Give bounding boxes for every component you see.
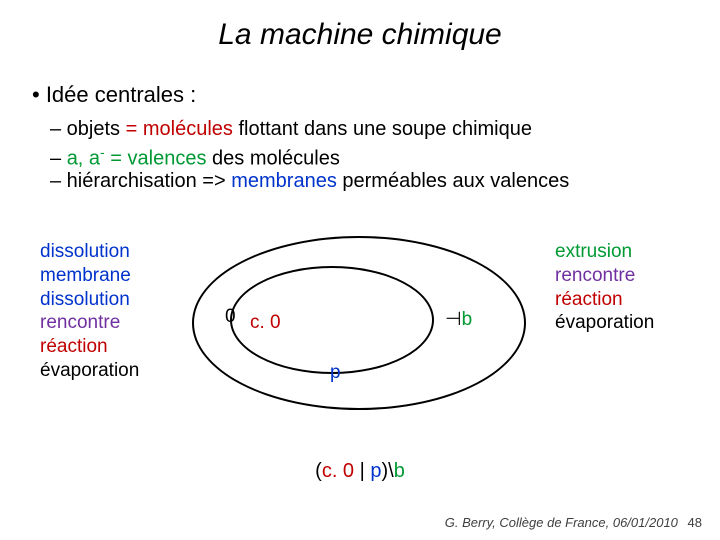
diagram: dissolution membrane dissolution rencont… xyxy=(0,230,720,450)
f-c0: c. 0 xyxy=(322,460,354,482)
sub2-b1: – xyxy=(50,148,67,170)
sub1-a2: = molécules xyxy=(126,118,233,140)
bbar-sym: ⊣ xyxy=(445,309,462,330)
slide: La machine chimique • Idée centrales : –… xyxy=(0,0,720,540)
main-bullet-rest: centrales : xyxy=(89,82,197,107)
main-bullet-prefix: • Idée xyxy=(32,82,89,107)
right-r1: extrusion xyxy=(555,240,654,264)
label-p: p xyxy=(330,362,341,384)
main-bullet: • Idée centrales : xyxy=(32,82,196,108)
sub2-b4: des molécules xyxy=(206,148,339,170)
left-l5: réaction xyxy=(40,335,139,359)
f-open: ( xyxy=(315,460,322,482)
right-r4: évaporation xyxy=(555,311,654,335)
label-zero: 0 xyxy=(225,306,236,328)
f-mid: | xyxy=(354,460,370,482)
left-l3: dissolution xyxy=(40,288,139,312)
formula: (c. 0 | p)\b xyxy=(0,460,720,483)
footer: G. Berry, Collège de France, 06/01/2010 … xyxy=(445,515,702,530)
bbar-b: b xyxy=(462,309,473,330)
label-c0: c. 0 xyxy=(250,312,281,334)
left-l6: évaporation xyxy=(40,359,139,383)
sub-bullet-3: – hiérarchisation => membranes perméable… xyxy=(50,170,569,193)
left-l1: dissolution xyxy=(40,240,139,264)
sub1-a1: – objets xyxy=(50,118,126,140)
right-r3: réaction xyxy=(555,288,654,312)
slide-title: La machine chimique xyxy=(0,18,720,52)
left-l2: membrane xyxy=(40,264,139,288)
left-l4: rencontre xyxy=(40,311,139,335)
right-process-list: extrusion rencontre réaction évaporation xyxy=(555,240,654,335)
sub3-c1: – hiérarchisation => xyxy=(50,170,231,192)
label-bbar: ⊣b xyxy=(445,308,472,331)
f-p: p xyxy=(370,460,381,482)
sub1-a3: flottant dans une soupe chimique xyxy=(233,118,532,140)
sub-bullet-2: – a, a- = valences des molécules xyxy=(50,144,340,171)
sub3-c3: perméables aux valences xyxy=(337,170,569,192)
f-b: b xyxy=(394,460,405,482)
sub2-b2: a, a xyxy=(67,148,100,170)
page-number: 48 xyxy=(688,515,702,530)
left-process-list: dissolution membrane dissolution rencont… xyxy=(40,240,139,383)
right-r2: rencontre xyxy=(555,264,654,288)
sub3-c2: membranes xyxy=(231,170,337,192)
sub2-b3: = valences xyxy=(105,148,207,170)
sub-bullet-1: – objets = molécules flottant dans une s… xyxy=(50,118,532,141)
footer-text: G. Berry, Collège de France, 06/01/2010 xyxy=(445,515,678,530)
